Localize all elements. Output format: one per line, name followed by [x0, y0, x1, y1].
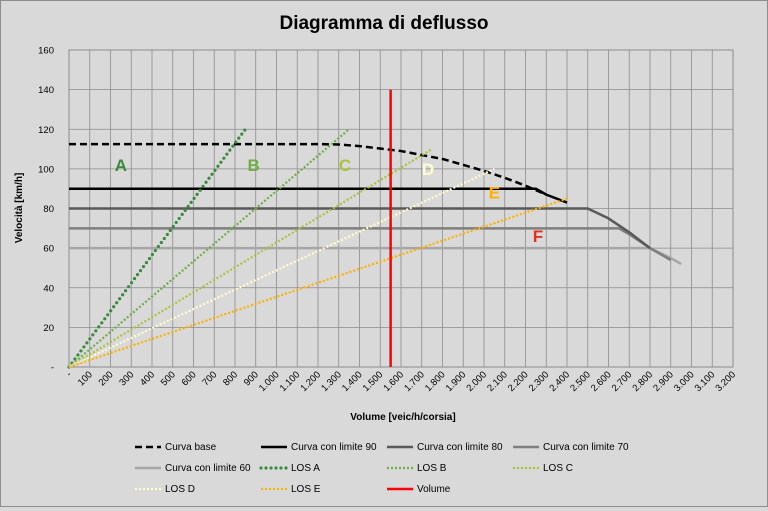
x-tick-label: 400 — [138, 369, 157, 388]
annotation-label: D — [422, 160, 434, 179]
legend-label: Curva con limite 70 — [543, 442, 629, 453]
annotation-label: B — [248, 156, 260, 175]
x-tick-label: 800 — [221, 369, 240, 388]
x-tick-label: 2.100 — [485, 369, 510, 394]
legend-label: LOS A — [291, 463, 320, 474]
x-tick-label: 2.600 — [589, 369, 614, 394]
x-tick-label: 3.100 — [693, 369, 718, 394]
y-tick-label: - — [51, 363, 54, 374]
x-tick-label: 200 — [97, 369, 116, 388]
x-tick-label: 2.900 — [651, 369, 676, 394]
y-tick-label: 20 — [43, 323, 54, 334]
legend-label: Curva base — [165, 442, 217, 453]
y-tick-label: 120 — [38, 125, 54, 136]
y-tick-label: 60 — [43, 244, 54, 255]
series-line — [69, 142, 547, 196]
y-tick-label: 40 — [43, 283, 54, 294]
legend-label: LOS E — [291, 484, 321, 495]
x-tick-label: 700 — [200, 369, 219, 388]
annotation-label: F — [533, 227, 543, 246]
legend-label: LOS C — [543, 463, 573, 474]
x-tick-label: 2.800 — [631, 369, 656, 394]
legend-label: LOS B — [417, 463, 447, 474]
annotation-label: E — [489, 184, 500, 203]
x-tick-label: - — [64, 369, 74, 379]
x-tick-label: 3.200 — [714, 369, 739, 394]
legend-label: Curva con limite 60 — [165, 463, 251, 474]
legend-label: Curva con limite 90 — [291, 442, 377, 453]
series-line — [69, 227, 672, 262]
x-tick-label: 300 — [117, 369, 136, 388]
series-line — [68, 128, 350, 368]
x-tick-label: 3.000 — [672, 369, 697, 394]
legend: Curva base Curva con limite 90 Curva con l… — [135, 442, 629, 495]
x-tick-label: 1.000 — [257, 369, 282, 394]
x-tick-label: 500 — [159, 369, 178, 388]
x-tick-label: 2.700 — [610, 369, 635, 394]
legend-label: LOS D — [165, 484, 195, 495]
annotation-label: C — [339, 156, 351, 175]
x-tick-label: 1.300 — [319, 369, 344, 394]
x-tick-label: 2.000 — [465, 369, 490, 394]
x-tick-label: 100 — [76, 369, 95, 388]
annotation-label: A — [115, 156, 127, 175]
y-tick-label: 80 — [43, 204, 54, 215]
chart-title: Diagramma di deflusso — [279, 13, 488, 34]
x-tick-label: 1.900 — [444, 369, 469, 394]
x-tick-label: 1.500 — [361, 369, 386, 394]
x-tick-label: 1.600 — [382, 369, 407, 394]
x-tick-label: 2.500 — [568, 369, 593, 394]
y-tick-label: 160 — [38, 46, 54, 57]
x-tick-label: 1.800 — [423, 369, 448, 394]
x-tick-label: 2.400 — [548, 369, 573, 394]
x-tick-label: 1.100 — [278, 369, 303, 394]
y-tick-label: 140 — [38, 85, 54, 96]
los-annotations: A B C D E F — [115, 156, 543, 246]
x-axis-label: Volume [veic/h/corsia] — [350, 412, 455, 423]
x-tick-label: 2.200 — [506, 369, 531, 394]
y-tick-label: 100 — [38, 164, 54, 175]
series-lines — [67, 89, 682, 369]
x-tick-label: 1.700 — [402, 369, 427, 394]
x-tick-label: 1.200 — [299, 369, 324, 394]
legend-label: Curva con limite 80 — [417, 442, 503, 453]
series-line — [67, 127, 247, 369]
x-tick-label: 600 — [180, 369, 199, 388]
legend-label: Volume — [417, 484, 451, 495]
y-axis-label: Velocità [km/h] — [14, 173, 25, 244]
series-line — [68, 148, 433, 368]
x-tick-label: 2.300 — [527, 369, 552, 394]
series-line — [69, 207, 651, 250]
x-tick-label: 1.400 — [340, 369, 365, 394]
